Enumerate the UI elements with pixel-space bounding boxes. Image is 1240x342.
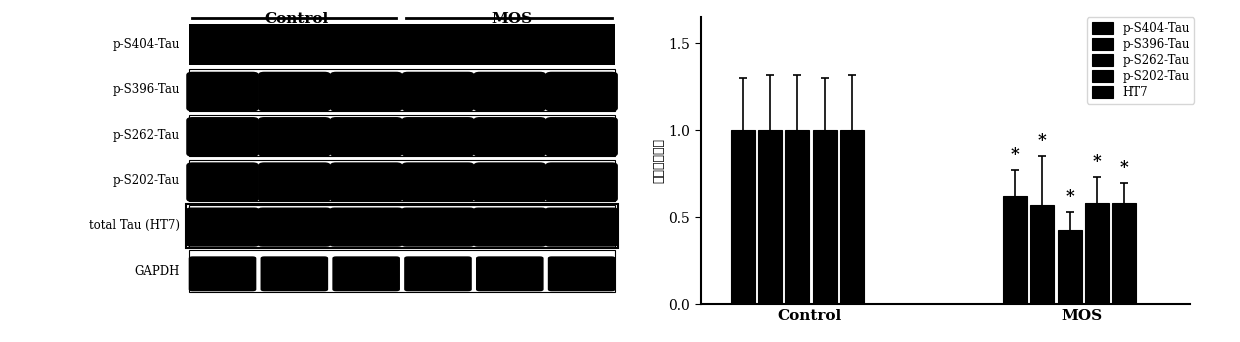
FancyBboxPatch shape — [474, 162, 546, 202]
FancyBboxPatch shape — [188, 256, 257, 291]
Bar — [188, 24, 615, 65]
FancyBboxPatch shape — [186, 117, 259, 157]
Text: GAPDH: GAPDH — [134, 265, 180, 278]
Text: total Tau (HT7): total Tau (HT7) — [89, 219, 180, 232]
FancyBboxPatch shape — [402, 117, 474, 157]
Bar — [188, 69, 615, 110]
FancyBboxPatch shape — [258, 117, 331, 157]
FancyBboxPatch shape — [404, 256, 471, 291]
Bar — [785, 130, 810, 304]
Bar — [732, 130, 755, 304]
FancyBboxPatch shape — [330, 117, 403, 157]
FancyBboxPatch shape — [402, 72, 474, 111]
Bar — [188, 250, 615, 292]
Bar — [186, 203, 618, 248]
Text: *: * — [1038, 132, 1047, 149]
FancyBboxPatch shape — [476, 256, 543, 291]
Text: *: * — [1065, 188, 1074, 205]
Bar — [188, 115, 615, 156]
FancyBboxPatch shape — [402, 208, 475, 247]
Text: *: * — [1011, 146, 1019, 163]
FancyBboxPatch shape — [330, 208, 403, 247]
Bar — [812, 130, 837, 304]
FancyBboxPatch shape — [474, 208, 547, 247]
Bar — [1112, 203, 1136, 304]
Bar — [1085, 203, 1109, 304]
FancyBboxPatch shape — [546, 72, 618, 111]
Bar — [188, 160, 615, 201]
Text: Control: Control — [264, 12, 329, 26]
FancyBboxPatch shape — [474, 72, 546, 111]
FancyBboxPatch shape — [330, 162, 403, 202]
Text: p-S202-Tau: p-S202-Tau — [113, 174, 180, 187]
FancyBboxPatch shape — [258, 162, 331, 202]
Text: *: * — [1120, 159, 1128, 175]
FancyBboxPatch shape — [402, 162, 474, 202]
FancyBboxPatch shape — [332, 256, 401, 291]
FancyBboxPatch shape — [546, 117, 618, 157]
Text: *: * — [1092, 153, 1101, 170]
Bar — [188, 205, 615, 247]
FancyBboxPatch shape — [186, 162, 259, 202]
Bar — [839, 130, 864, 304]
Bar — [1003, 196, 1027, 304]
Text: MOS: MOS — [492, 12, 533, 26]
FancyBboxPatch shape — [258, 72, 331, 111]
Y-axis label: 标准表达水平: 标准表达水平 — [652, 138, 666, 183]
FancyBboxPatch shape — [186, 208, 259, 247]
Bar — [759, 130, 782, 304]
Legend: p-S404-Tau, p-S396-Tau, p-S262-Tau, p-S202-Tau, HT7: p-S404-Tau, p-S396-Tau, p-S262-Tau, p-S2… — [1086, 17, 1194, 104]
FancyBboxPatch shape — [544, 208, 619, 247]
FancyBboxPatch shape — [260, 256, 329, 291]
Bar — [1058, 229, 1081, 304]
Text: p-S262-Tau: p-S262-Tau — [113, 129, 180, 142]
FancyBboxPatch shape — [474, 117, 546, 157]
FancyBboxPatch shape — [258, 208, 331, 247]
Bar — [1030, 205, 1054, 304]
FancyBboxPatch shape — [330, 72, 403, 111]
Text: p-S404-Tau: p-S404-Tau — [113, 38, 180, 51]
FancyBboxPatch shape — [186, 72, 259, 111]
FancyBboxPatch shape — [548, 256, 615, 291]
Text: p-S396-Tau: p-S396-Tau — [113, 83, 180, 96]
FancyBboxPatch shape — [546, 162, 618, 202]
